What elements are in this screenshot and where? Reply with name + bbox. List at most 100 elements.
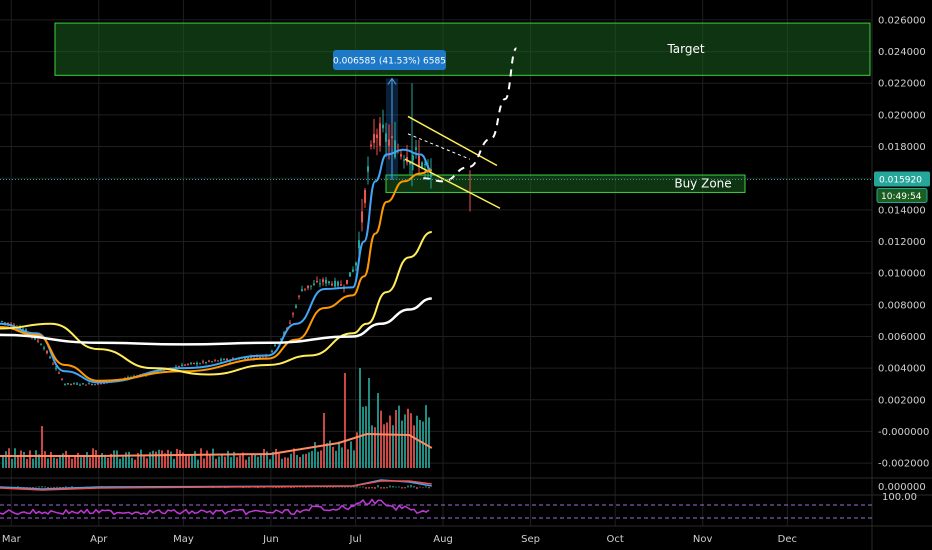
volume-bar — [203, 458, 205, 468]
volume-bar — [332, 446, 334, 468]
indicator-bar — [413, 485, 415, 488]
time-axis-tick: Sep — [521, 534, 540, 545]
volume-bar — [77, 452, 79, 468]
volume-bar — [401, 420, 403, 468]
indicator-bar — [428, 487, 430, 489]
time-axis-tick: Mar — [2, 534, 22, 545]
candle-body — [196, 362, 198, 365]
time-axis-tick: Oct — [607, 534, 624, 545]
indicator-bar — [365, 487, 367, 489]
volume-bar — [251, 454, 253, 468]
volume-bar — [137, 453, 139, 468]
indicator-bar — [356, 485, 358, 488]
indicator-bar — [305, 487, 307, 488]
candle-body — [340, 284, 342, 286]
volume-bar — [389, 415, 391, 468]
volume-bar — [215, 458, 217, 468]
candle-body — [349, 272, 351, 277]
volume-bar — [143, 456, 145, 468]
indicator-bar — [278, 487, 280, 488]
indicator-bar — [26, 487, 28, 488]
candle-body — [49, 356, 51, 359]
volume-layer — [0, 368, 433, 468]
candle-body — [4, 322, 6, 324]
volume-bar — [269, 459, 271, 468]
indicator-bar — [368, 487, 370, 489]
volume-bar — [155, 451, 157, 468]
volume-bar — [92, 448, 94, 468]
candle-body — [247, 357, 249, 359]
candle-body — [319, 283, 321, 285]
indicator-bar — [275, 487, 277, 488]
indicator-bar — [383, 487, 385, 489]
candle-body — [394, 140, 396, 158]
channel-mid-line — [407, 133, 471, 160]
volume-bar — [344, 373, 346, 468]
time-axis-tick: Dec — [778, 534, 797, 545]
indicator-bar — [41, 486, 43, 488]
volume-bar — [230, 457, 232, 468]
candle-body — [226, 358, 228, 361]
volume-bar — [158, 449, 160, 468]
measure-tooltip: 0.006585 (41.53%) 6585 — [333, 50, 446, 70]
candle-body — [175, 366, 177, 368]
candle-body — [103, 382, 105, 384]
candle-body — [259, 356, 261, 358]
indicator-bar — [425, 486, 427, 488]
candle-body — [46, 351, 48, 354]
indicator-bar — [386, 487, 388, 489]
candle-body — [385, 133, 387, 142]
candle-body — [88, 383, 90, 385]
volume-bar — [383, 424, 385, 468]
volume-bar — [335, 450, 337, 468]
last-price-tag: 0.015920 10:49:54 — [874, 171, 930, 203]
volume-bar — [8, 448, 10, 468]
indicator-bar — [389, 485, 391, 488]
candle-body — [43, 347, 45, 349]
series-ema-mid-line — [0, 169, 432, 382]
channel-lower-line — [404, 158, 501, 209]
indicator-bar — [398, 486, 400, 488]
indicator-bar — [284, 487, 286, 488]
rsi-line — [0, 498, 430, 516]
candle-body — [400, 154, 402, 157]
volume-bar — [20, 450, 22, 468]
candle-body — [187, 363, 189, 365]
candle-body — [217, 360, 219, 362]
zone-buy-zone — [385, 174, 746, 193]
indicator-bar — [35, 486, 37, 488]
price-axis-tick: 0.024000 — [878, 47, 926, 58]
volume-bar — [263, 449, 265, 468]
volume-bar — [116, 450, 118, 468]
volume-bar — [5, 451, 7, 468]
volume-bar — [380, 410, 382, 468]
volume-bar — [392, 425, 394, 468]
series-projection-line — [423, 47, 518, 183]
volume-bar — [26, 458, 28, 468]
volume-bar — [146, 458, 148, 468]
countdown-tag-box — [876, 187, 928, 203]
indicator-bar — [329, 486, 331, 488]
price-axis-tick: 0.018000 — [878, 142, 926, 153]
volume-bar — [62, 453, 64, 468]
candle-body — [325, 279, 327, 284]
candle-body — [64, 384, 66, 386]
indicator-bar — [50, 486, 52, 488]
volume-bar — [260, 454, 262, 468]
volume-bar — [179, 450, 181, 468]
indicator-bar — [377, 485, 379, 488]
indicator-bar — [65, 486, 67, 488]
volume-bar — [365, 406, 367, 468]
candle-body — [223, 359, 225, 361]
volume-bar — [419, 419, 421, 468]
indicator-bar — [302, 486, 304, 488]
candle-body — [379, 123, 381, 146]
volume-bar — [236, 457, 238, 468]
candle-body — [409, 162, 411, 165]
indicator-bar — [62, 487, 64, 489]
last-price-tag-box — [874, 171, 930, 187]
candle-body — [295, 305, 297, 308]
volume-bar — [284, 457, 286, 468]
